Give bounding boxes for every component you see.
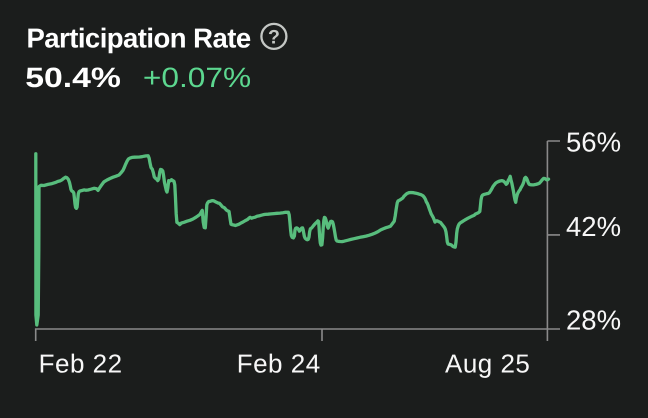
svg-text:56%: 56% <box>566 127 621 158</box>
svg-text:28%: 28% <box>566 305 621 336</box>
svg-text:Aug 25: Aug 25 <box>445 348 530 378</box>
svg-text:Feb 22: Feb 22 <box>39 348 123 378</box>
svg-text:?: ? <box>268 27 280 49</box>
svg-text:50.4%: 50.4% <box>25 62 121 93</box>
svg-text:Participation Rate: Participation Rate <box>27 22 251 53</box>
svg-text:+0.07%: +0.07% <box>143 62 251 93</box>
svg-text:42%: 42% <box>566 211 621 242</box>
svg-text:Feb 24: Feb 24 <box>237 348 321 378</box>
